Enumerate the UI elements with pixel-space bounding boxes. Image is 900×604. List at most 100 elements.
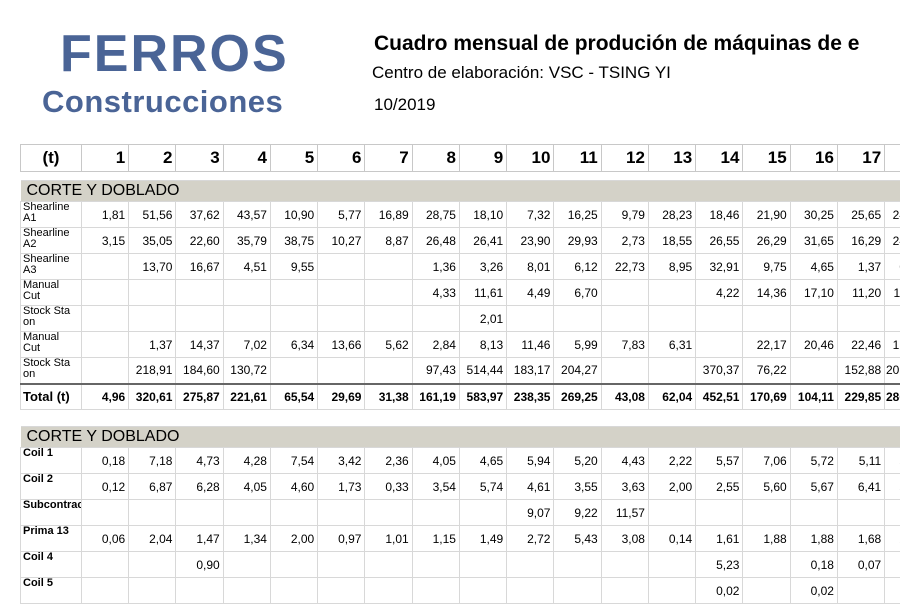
table-cell: 35,79: [223, 228, 270, 254]
table-cell: 2,7: [885, 526, 900, 552]
table-cell: [554, 306, 601, 332]
table-cell: 22,17: [743, 332, 790, 358]
table-cell: 26,29: [743, 228, 790, 254]
column-header: 4: [223, 145, 270, 172]
table-cell: 3,42: [318, 448, 365, 474]
column-header: 1: [81, 145, 128, 172]
table-cell: 16,67: [176, 254, 223, 280]
table-cell: 5,1: [885, 448, 900, 474]
row-label: Manual Cut: [21, 332, 82, 358]
table-cell: [223, 552, 270, 578]
section-header: CORTE Y DOBLADO: [21, 427, 900, 448]
total-cell: 65,54: [270, 384, 317, 410]
table-cell: 5,74: [459, 474, 506, 500]
table-cell: 35,05: [129, 228, 176, 254]
table-cell: 24,5: [885, 202, 900, 228]
table-cell: 218,91: [129, 358, 176, 384]
table-cell: 5,67: [790, 474, 837, 500]
table-cell: 14,37: [176, 332, 223, 358]
table-cell: 14,36: [743, 280, 790, 306]
table-cell: 1,88: [790, 526, 837, 552]
total-cell: 320,61: [129, 384, 176, 410]
table-cell: 17,10: [790, 280, 837, 306]
section-title: CORTE Y DOBLADO: [21, 427, 900, 448]
table-cell: [129, 500, 176, 526]
table-cell: [129, 306, 176, 332]
table-cell: 3,15: [81, 228, 128, 254]
table-cell: 23,90: [507, 228, 554, 254]
table-cell: 1,01: [365, 526, 412, 552]
table-cell: [270, 552, 317, 578]
table-cell: [696, 306, 743, 332]
table-cell: 152,88: [837, 358, 884, 384]
table-cell: 4,22: [696, 280, 743, 306]
table-cell: 97,43: [412, 358, 459, 384]
table-cell: [601, 358, 648, 384]
table-cell: 5,57: [696, 448, 743, 474]
table-cell: 2,22: [648, 448, 695, 474]
table-cell: 6,87: [129, 474, 176, 500]
column-header: 10: [507, 145, 554, 172]
table-cell: [885, 306, 900, 332]
table-cell: 5,11: [837, 448, 884, 474]
table-cell: 16,89: [365, 202, 412, 228]
table-cell: 3,55: [554, 474, 601, 500]
table-cell: 10,27: [318, 228, 365, 254]
table-cell: 0,18: [81, 448, 128, 474]
table-cell: 2,36: [365, 448, 412, 474]
table-cell: [318, 306, 365, 332]
table-cell: 4,65: [459, 448, 506, 474]
table-cell: 2,00: [648, 474, 695, 500]
total-cell: 452,51: [696, 384, 743, 410]
table-cell: 1,73: [318, 474, 365, 500]
table-cell: 16,29: [837, 228, 884, 254]
total-cell: 170,69: [743, 384, 790, 410]
table-cell: 1,37: [837, 254, 884, 280]
table-cell: 1,15: [412, 526, 459, 552]
column-header: 16: [790, 145, 837, 172]
total-cell: 62,04: [648, 384, 695, 410]
table-cell: 18,55: [648, 228, 695, 254]
table-cell: 13,66: [318, 332, 365, 358]
column-header: 11: [554, 145, 601, 172]
table-cell: [223, 500, 270, 526]
table-cell: 5,43: [554, 526, 601, 552]
table-cell: [601, 306, 648, 332]
unit-header: (t): [21, 145, 82, 172]
table-cell: 4,51: [223, 254, 270, 280]
row-label: Coil 2: [21, 474, 82, 500]
production-table: (t) 12345678910111213141516171 CORTE Y D…: [20, 144, 900, 604]
total-cell: 275,87: [176, 384, 223, 410]
table-cell: [743, 306, 790, 332]
table-cell: [648, 280, 695, 306]
table-cell: [459, 552, 506, 578]
table-cell: 6,41: [837, 474, 884, 500]
row-label: Manual Cut: [21, 280, 82, 306]
table-cell: 16,25: [554, 202, 601, 228]
table-cell: 11,46: [507, 332, 554, 358]
table-cell: [176, 500, 223, 526]
table-cell: [81, 332, 128, 358]
table-cell: [81, 280, 128, 306]
table-cell: 6,31: [648, 332, 695, 358]
table-cell: 1,37: [129, 332, 176, 358]
table-cell: 3,26: [459, 254, 506, 280]
column-header-row: (t) 12345678910111213141516171: [21, 145, 900, 172]
table-cell: 32,91: [696, 254, 743, 280]
table-cell: 5,60: [743, 474, 790, 500]
table-cell: [885, 500, 900, 526]
table-cell: 22,73: [601, 254, 648, 280]
table-cell: 8,95: [648, 254, 695, 280]
table-cell: 76,22: [743, 358, 790, 384]
table-cell: [696, 332, 743, 358]
table-cell: [270, 280, 317, 306]
table-cell: 0,4: [885, 254, 900, 280]
table-cell: 5,77: [318, 202, 365, 228]
report-subtitle: Centro de elaboración: VSC - TSING YI: [372, 63, 671, 83]
